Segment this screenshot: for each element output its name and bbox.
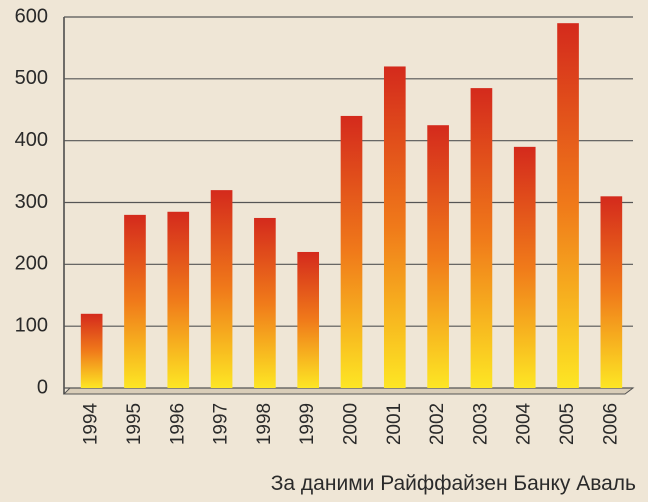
y-tick-label: 400	[15, 129, 48, 151]
bar	[557, 23, 579, 389]
x-tick-label: 1998	[254, 403, 275, 445]
bar	[383, 66, 406, 388]
bar	[80, 313, 103, 388]
bar	[210, 190, 233, 388]
y-tick-label: 0	[37, 376, 48, 398]
bar	[513, 146, 536, 388]
y-tick-label: 500	[15, 67, 48, 89]
x-tick-label: 1994	[81, 402, 102, 445]
bar	[297, 251, 320, 388]
bar	[254, 217, 276, 388]
bar	[124, 214, 146, 388]
bar	[600, 196, 623, 388]
bar	[167, 211, 190, 388]
y-tick-label: 100	[15, 314, 48, 336]
y-tick-label: 200	[15, 253, 48, 275]
floor	[62, 387, 635, 395]
x-tick-label: 1995	[124, 403, 145, 445]
x-tick-label: 2001	[384, 403, 405, 445]
x-tick-label: 2005	[557, 403, 578, 445]
bar	[470, 88, 493, 388]
y-tick-label: 300	[15, 191, 48, 213]
bar	[427, 125, 449, 388]
x-tick-label: 2000	[341, 403, 362, 445]
bar	[340, 115, 363, 388]
source-note: За даними Райффайзен Банку Аваль	[271, 472, 636, 495]
x-tick-label: 2002	[427, 403, 448, 445]
x-tick-label: 1999	[297, 403, 318, 445]
x-tick-label: 1997	[211, 403, 232, 445]
x-tick-label: 2003	[470, 403, 491, 445]
x-tick-label: 2004	[514, 402, 535, 445]
x-tick-label: 2006	[600, 403, 621, 445]
y-tick-label: 600	[15, 5, 48, 27]
x-tick-label: 1996	[167, 403, 188, 445]
